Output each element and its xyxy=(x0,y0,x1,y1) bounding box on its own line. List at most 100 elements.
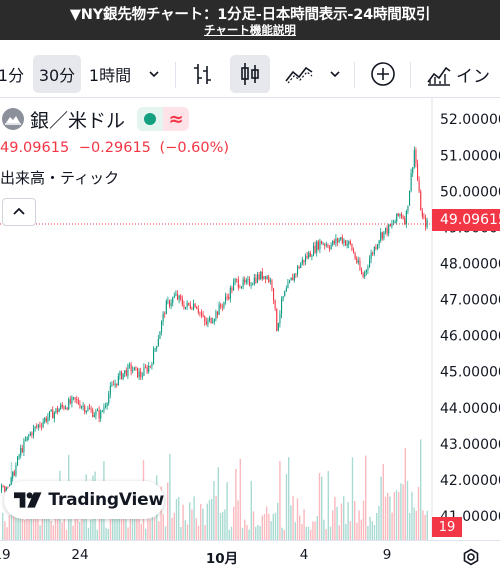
volume-bar xyxy=(222,511,224,540)
candle-body xyxy=(69,399,71,404)
candle-body xyxy=(311,255,313,257)
volume-bar xyxy=(378,505,380,540)
candle-body xyxy=(263,276,265,279)
volume-bar xyxy=(244,519,246,540)
candle-body xyxy=(169,300,171,307)
volume-bar xyxy=(52,525,54,540)
volume-bar xyxy=(217,467,219,540)
price-change-percent: (−0.60%) xyxy=(159,140,230,156)
data-delay-wave-icon[interactable]: ≈ xyxy=(163,107,190,131)
candle-body xyxy=(425,217,427,227)
candle-body xyxy=(226,296,228,298)
collapse-legend-button[interactable] xyxy=(2,198,36,226)
candle-body xyxy=(268,276,270,282)
volume-bar xyxy=(362,500,365,540)
candle-body xyxy=(421,210,423,217)
interval-dropdown-chevron-icon[interactable] xyxy=(140,55,168,93)
area-chart-icon[interactable] xyxy=(278,55,320,93)
candle-body xyxy=(250,285,252,286)
volume-bar xyxy=(193,496,195,540)
volume-bar xyxy=(323,519,325,540)
candle-body xyxy=(300,263,302,268)
candle-body xyxy=(180,295,182,299)
volume-bar xyxy=(189,502,191,540)
volume-bar xyxy=(125,507,127,540)
candle-body xyxy=(10,477,12,486)
price-chart[interactable]: 52.0000051.0000050.0000049.0000048.00000… xyxy=(0,98,500,540)
candle-body xyxy=(109,385,111,395)
indicators-icon[interactable] xyxy=(424,55,454,93)
bar-chart-icon[interactable] xyxy=(184,55,222,93)
chart-settings-gear-icon[interactable] xyxy=(460,546,482,568)
candle-body xyxy=(265,276,267,279)
volume-bar xyxy=(270,521,272,540)
candle-body xyxy=(397,213,399,216)
candle-body xyxy=(417,163,419,181)
candle-body xyxy=(370,252,372,260)
candle-body xyxy=(244,279,246,283)
interval-30m-button[interactable]: 30分 xyxy=(33,55,81,93)
candle-body xyxy=(178,295,180,300)
candle-body xyxy=(301,259,303,264)
volume-bar xyxy=(255,526,257,540)
candle-body xyxy=(316,241,318,253)
candle-body xyxy=(111,384,113,386)
volume-bar xyxy=(138,506,140,540)
add-compare-plus-icon[interactable] xyxy=(364,55,402,93)
candle-body xyxy=(335,238,337,244)
candle-body xyxy=(269,280,271,282)
y-tick-label: 42.00000 xyxy=(440,473,500,489)
candle-body xyxy=(341,237,343,244)
candle-body xyxy=(290,277,292,281)
y-tick-label: 52.00000 xyxy=(440,112,500,128)
volume-bar xyxy=(224,509,226,540)
volume-bar xyxy=(415,510,417,540)
candle-body xyxy=(383,231,385,239)
candle-body xyxy=(242,279,244,287)
candlestick-chart-svg[interactable]: 52.0000051.0000050.0000049.0000048.00000… xyxy=(0,98,500,540)
volume-bar xyxy=(26,514,28,540)
y-tick-label: 44.00000 xyxy=(440,401,500,417)
candle-body xyxy=(39,424,41,427)
candle-body xyxy=(247,279,249,281)
volume-bar xyxy=(360,519,362,540)
candle-body xyxy=(146,367,148,372)
candle-body xyxy=(116,383,118,386)
interval-1m-button[interactable]: 1分 xyxy=(0,66,25,85)
volume-bar xyxy=(151,516,153,540)
candle-body xyxy=(164,313,166,315)
candle-body xyxy=(237,279,239,288)
candlestick-chart-icon[interactable] xyxy=(230,55,270,93)
y-tick-label: 51.00000 xyxy=(440,148,500,164)
volume-bar xyxy=(48,500,50,540)
candle-body xyxy=(4,486,6,492)
volume-bar xyxy=(65,529,68,540)
tradingview-logo[interactable]: TradingView xyxy=(4,481,164,519)
volume-bar xyxy=(338,525,340,540)
volume-bar xyxy=(250,480,252,540)
chart-help-link[interactable]: チャート機能説明 xyxy=(204,23,296,37)
x-tick-label: 10月 xyxy=(205,551,239,567)
time-axis[interactable]: 19 24 10月 4 9 xyxy=(0,540,500,571)
volume-bar xyxy=(252,511,255,540)
symbol-title[interactable]: 銀／米ドル xyxy=(30,109,126,132)
market-open-status-icon[interactable] xyxy=(137,107,164,131)
candle-body xyxy=(52,409,54,419)
candle-body xyxy=(129,364,131,366)
candle-body xyxy=(153,349,155,365)
candle-body xyxy=(327,244,329,248)
candle-body xyxy=(287,282,289,289)
volume-bar xyxy=(268,513,270,540)
chart-type-dropdown-chevron-icon[interactable] xyxy=(322,55,348,93)
candle-body xyxy=(29,432,31,436)
candle-body xyxy=(385,227,387,232)
indicators-label[interactable]: イン xyxy=(456,66,490,87)
candle-body xyxy=(23,440,25,452)
interval-1h-button[interactable]: 1時間 xyxy=(88,66,132,85)
candle-body xyxy=(193,303,195,310)
volume-indicator-label[interactable]: 出来高・ティック xyxy=(0,169,120,187)
candle-body xyxy=(354,252,356,259)
volume-bar xyxy=(325,529,327,540)
candle-body xyxy=(114,383,116,386)
candle-body xyxy=(21,448,23,452)
